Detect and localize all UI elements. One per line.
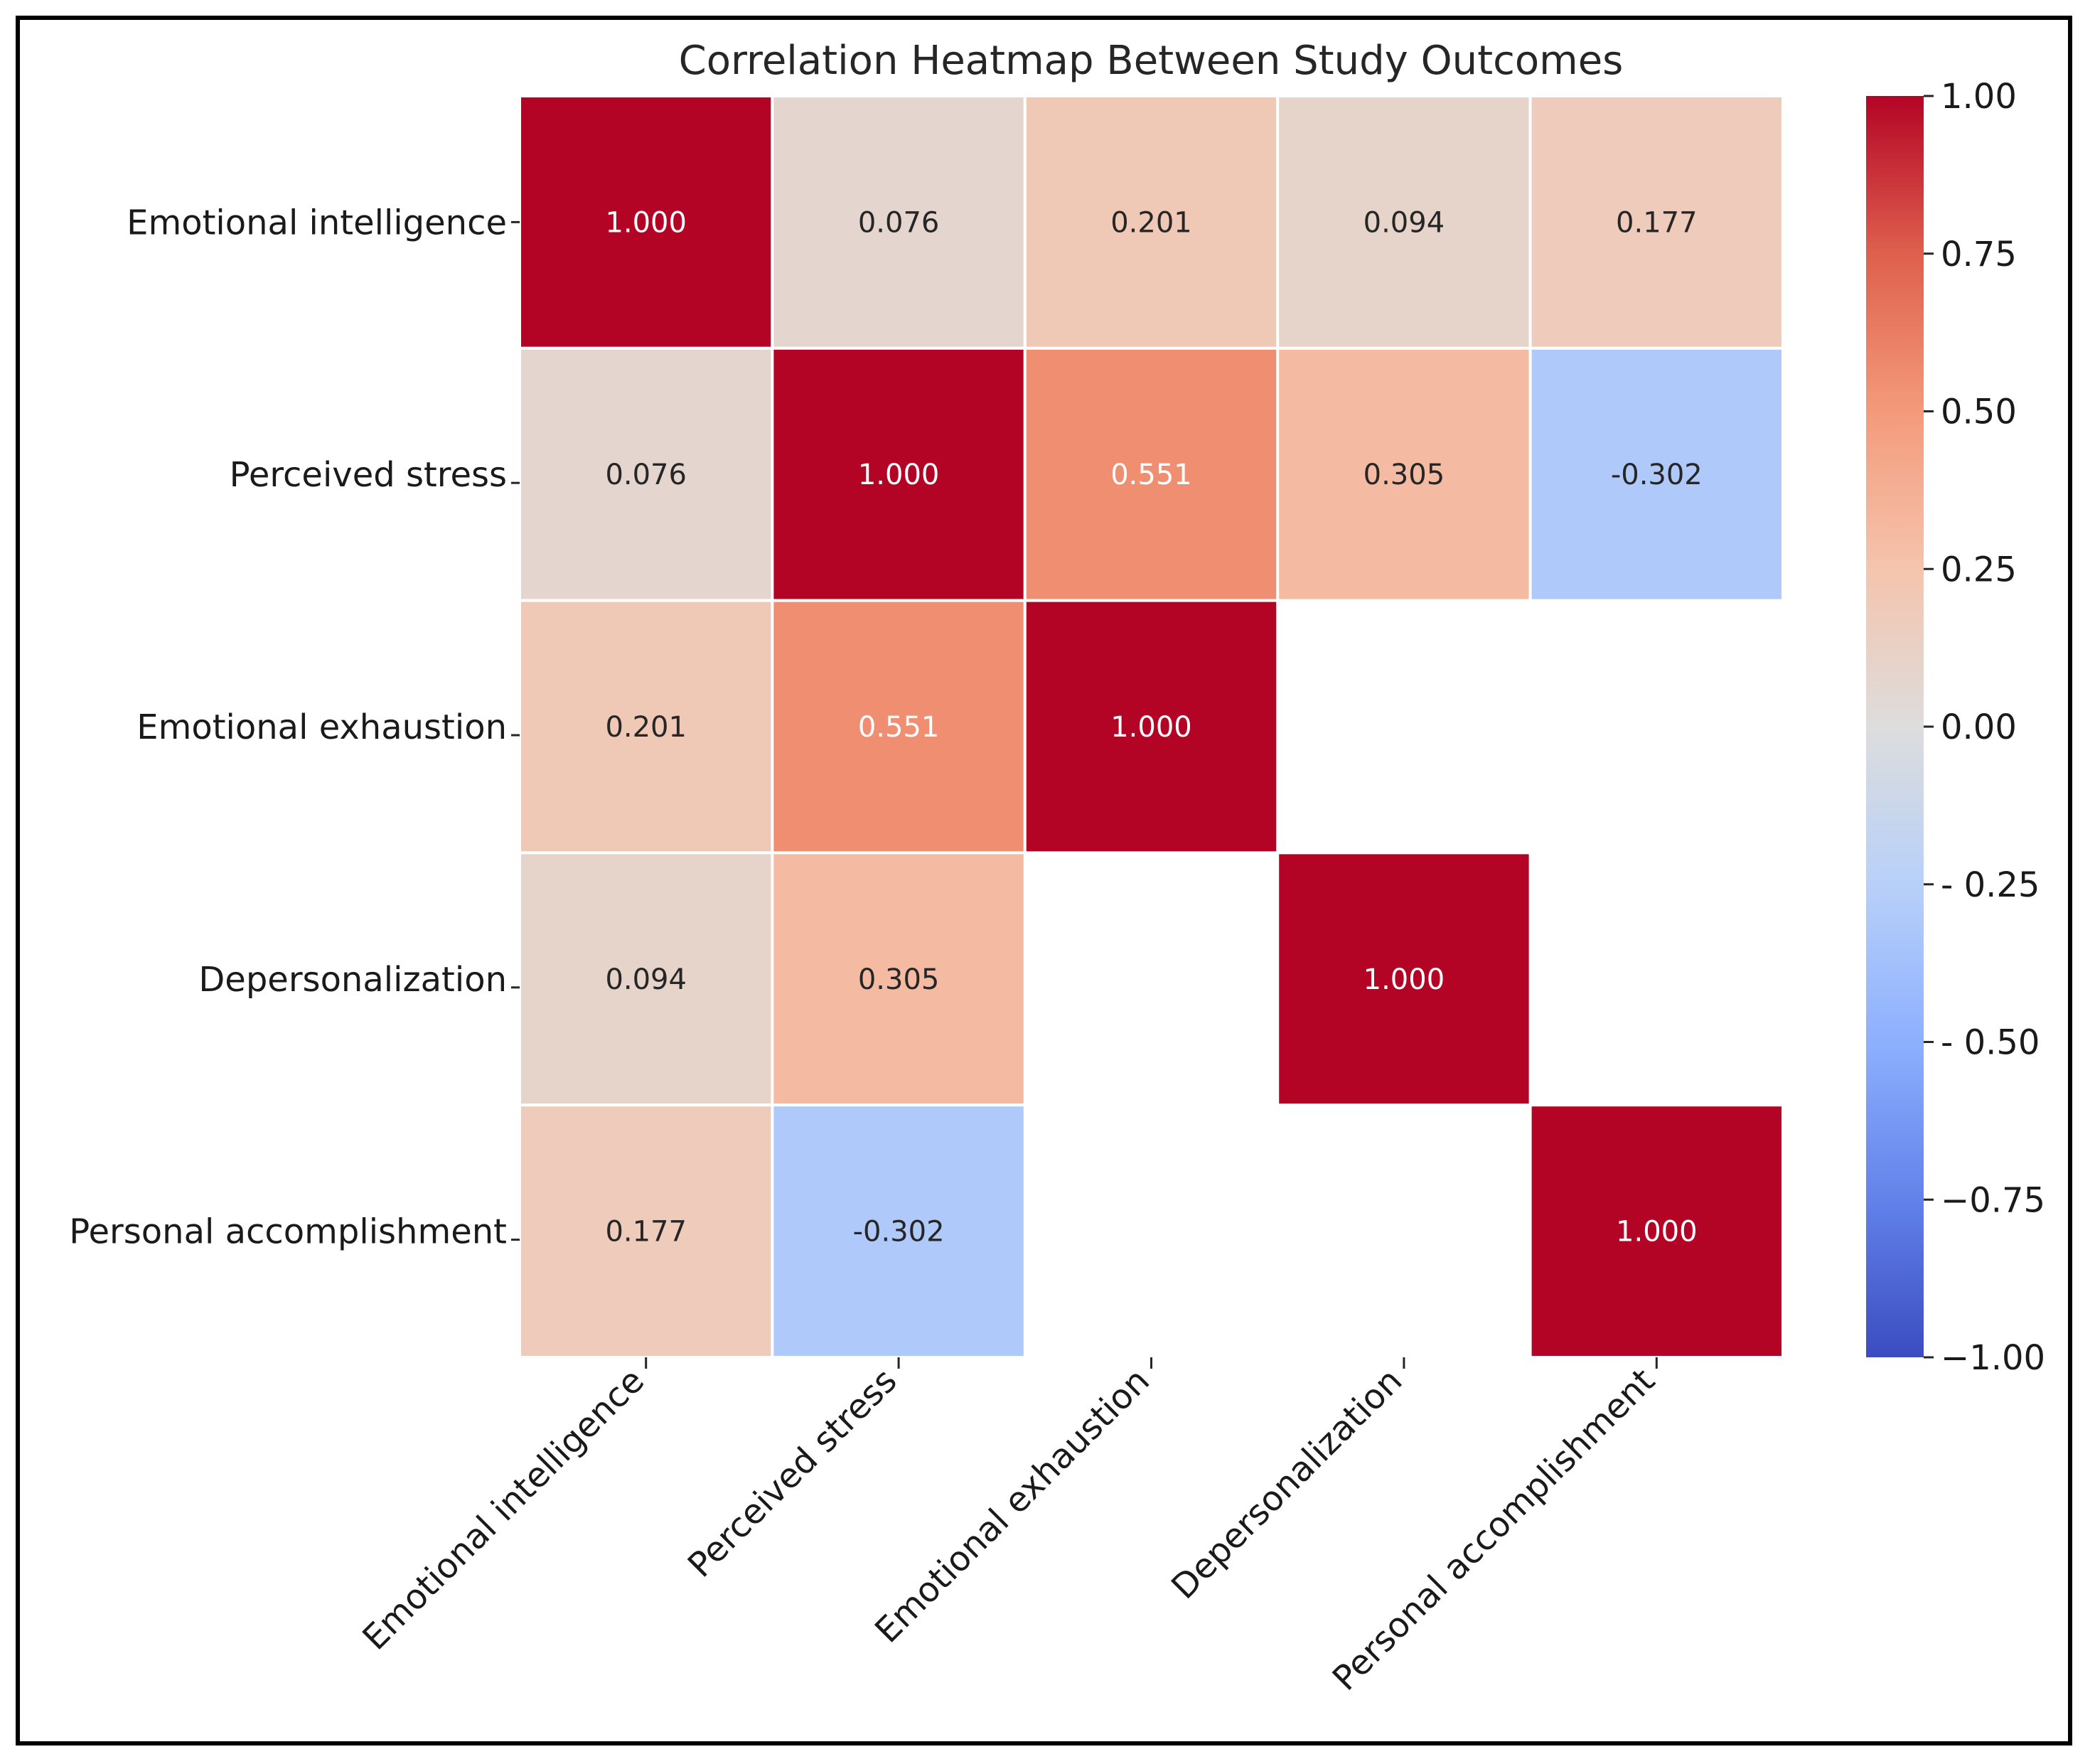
- cell-value-label-r0-c2: 0.201: [1110, 206, 1192, 239]
- heatmap-cell-r2-c0: [518, 599, 774, 855]
- cell-value-label-r2-c1: 0.551: [858, 711, 940, 744]
- colorbar-tick-label-0: 1.00: [1941, 77, 2017, 117]
- cell-value-label-r4-c4: 1.000: [1616, 1216, 1698, 1249]
- cell-value-label-r1-c2: 0.551: [1110, 459, 1192, 491]
- x-tick-label-2: Emotional exhaustion: [867, 1361, 1157, 1651]
- heatmap-cell-r0-c4: [1528, 95, 1785, 350]
- cell-value-label-r3-c1: 0.305: [858, 963, 940, 996]
- cell-value-label-r1-c4: -0.302: [1611, 459, 1703, 491]
- y-tick-label-1: Perceived stress: [230, 455, 507, 495]
- heatmap-cell-r4-c4: [1528, 1103, 1785, 1359]
- y-axis: Emotional intelligence Perceived stress Em…: [69, 203, 520, 1252]
- cell-value-label-r0-c3: 0.094: [1363, 206, 1445, 239]
- y-tick-label-0: Emotional intelligence: [127, 203, 507, 242]
- cell-value-label-r0-c1: 0.076: [858, 206, 940, 239]
- heatmap-cell-r2-c2: [1023, 599, 1280, 855]
- heatmap-cell-r4-c1: [771, 1103, 1027, 1359]
- x-tick-label-3: Depersonalization: [1164, 1361, 1410, 1607]
- colorbar-tick-label-8: −1.00: [1941, 1338, 2045, 1378]
- colorbar-gradient: [1866, 96, 1924, 1357]
- x-tick-label-0: Emotional intelligence: [355, 1361, 652, 1658]
- heatmap-cell-r1-c3: [1276, 346, 1532, 602]
- chart-title: Correlation Heatmap Between Study Outcom…: [679, 38, 1624, 84]
- colorbar: 1.00 0.75 0.50 0.25 0.00 - 0.25 - 0.50 −0.75 −1.…: [1866, 77, 2045, 1378]
- cell-value-label-r0-c4: 0.177: [1616, 206, 1698, 239]
- heatmap-cells: [518, 95, 1785, 1359]
- cell-value-label-r0-c0: 1.000: [605, 206, 687, 239]
- cell-value-label-r4-c1: -0.302: [853, 1216, 945, 1249]
- heatmap-cell-r1-c4: [1528, 346, 1785, 602]
- colorbar-tick-label-3: 0.25: [1941, 550, 2017, 589]
- x-tick-label-1: Perceived stress: [680, 1361, 905, 1586]
- cell-value-label-r1-c1: 1.000: [858, 459, 940, 491]
- colorbar-tick-label-1: 0.75: [1941, 235, 2017, 274]
- heatmap-cell-labels: 1.000 0.076 0.201 0.094 0.177 0.076 1.000 0.551…: [605, 206, 1702, 1248]
- cell-value-label-r1-c0: 0.076: [605, 459, 687, 491]
- x-axis: Emotional intelligence Perceived stressEm…: [355, 1357, 1663, 1699]
- heatmap-cell-r0-c2: [1023, 95, 1280, 350]
- heatmap-cell-r1-c1: [771, 346, 1027, 602]
- heatmap-cell-r0-c0: [518, 95, 774, 350]
- colorbar-tick-label-7: −0.75: [1941, 1180, 2045, 1220]
- heatmap-cell-r3-c0: [518, 851, 774, 1107]
- colorbar-tick-label-2: 0.50: [1941, 392, 2017, 432]
- cell-value-label-r3-c3: 1.000: [1363, 963, 1445, 996]
- cell-value-label-r3-c0: 0.094: [605, 963, 687, 996]
- heatmap-cell-r0-c1: [771, 95, 1027, 350]
- heatmap-cell-r0-c3: [1276, 95, 1532, 350]
- cell-value-label-r2-c2: 1.000: [1110, 711, 1192, 744]
- heatmap-cell-r2-c1: [771, 599, 1027, 855]
- colorbar-tick-label-5: - 0.25: [1941, 865, 2040, 905]
- y-tick-label-2: Emotional exhaustion: [136, 707, 507, 747]
- heatmap-cell-r4-c0: [518, 1103, 774, 1359]
- cell-value-label-r4-c0: 0.177: [605, 1216, 687, 1249]
- cell-value-label-r1-c3: 0.305: [1363, 459, 1445, 491]
- cell-value-label-r2-c0: 0.201: [605, 711, 687, 744]
- heatmap-cell-r3-c1: [771, 851, 1027, 1107]
- heatmap-cell-r3-c3: [1276, 851, 1532, 1107]
- colorbar-tick-label-6: - 0.50: [1941, 1023, 2040, 1063]
- y-tick-label-4: Personal accomplishment: [69, 1212, 507, 1252]
- y-tick-label-3: Depersonalization: [198, 960, 507, 1000]
- colorbar-tick-label-4: 0.00: [1941, 707, 2017, 747]
